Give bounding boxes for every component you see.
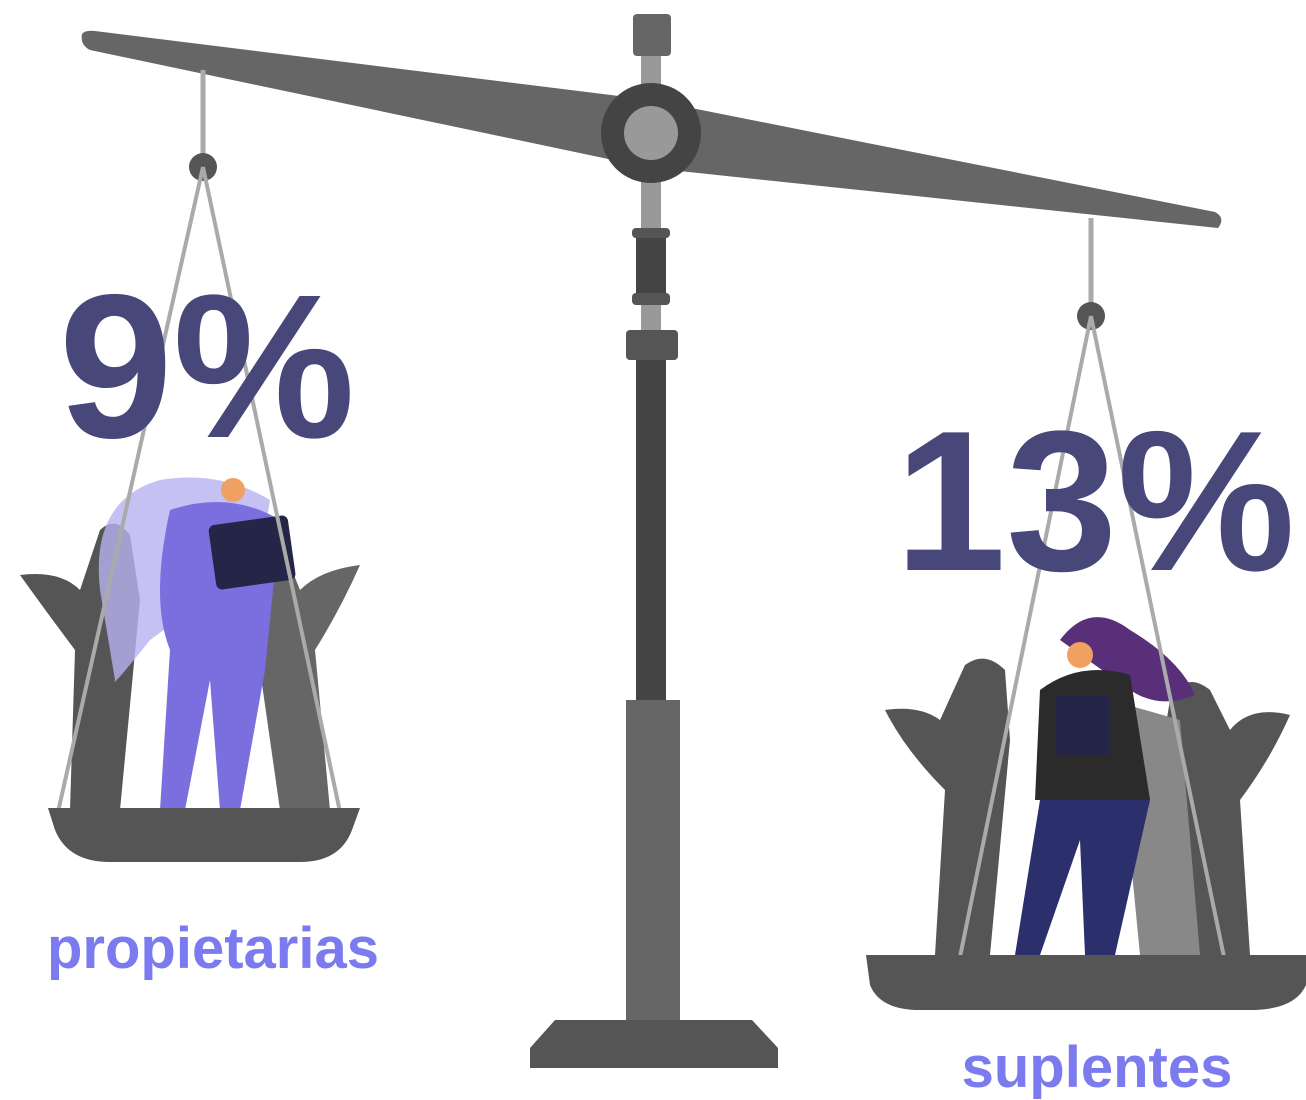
balance-infographic: 9% 13% propietarias suplentes [0,0,1306,1100]
right-pan [866,218,1306,1010]
page: 9% 13% propietarias suplentes (() => { c… [0,0,1306,1100]
left-label: propietarias [47,916,379,981]
left-percent: 9% [59,252,355,481]
right-percent: 13% [895,390,1295,613]
right-label: suplentes [962,1035,1233,1100]
pivot-center [624,106,678,160]
